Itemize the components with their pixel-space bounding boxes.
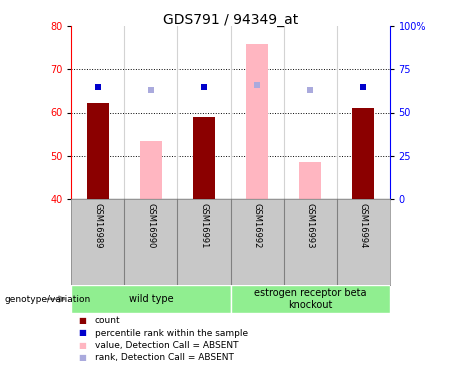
Text: genotype/variation: genotype/variation: [5, 295, 91, 304]
Text: GSM16989: GSM16989: [94, 203, 102, 249]
Bar: [87, 103, 108, 199]
Bar: [230, 285, 390, 313]
Text: ■: ■: [78, 316, 86, 325]
Text: GSM16990: GSM16990: [147, 203, 155, 249]
Text: GSM16991: GSM16991: [200, 203, 208, 249]
Text: count: count: [95, 316, 120, 325]
Bar: [71, 285, 230, 313]
Text: ■: ■: [78, 328, 86, 338]
Text: percentile rank within the sample: percentile rank within the sample: [95, 328, 248, 338]
Bar: [299, 162, 320, 199]
Text: ■: ■: [78, 353, 86, 362]
Text: GSM16994: GSM16994: [359, 203, 367, 249]
Text: rank, Detection Call = ABSENT: rank, Detection Call = ABSENT: [95, 353, 233, 362]
Bar: [352, 108, 373, 199]
Text: GSM16992: GSM16992: [253, 203, 261, 249]
Text: wild type: wild type: [129, 294, 173, 304]
Bar: [140, 141, 161, 199]
Text: GDS791 / 94349_at: GDS791 / 94349_at: [163, 13, 298, 27]
Text: ■: ■: [78, 341, 86, 350]
Bar: [246, 44, 267, 199]
Bar: [193, 117, 214, 199]
Text: value, Detection Call = ABSENT: value, Detection Call = ABSENT: [95, 341, 238, 350]
Text: GSM16993: GSM16993: [306, 203, 314, 249]
Text: estrogen receptor beta
knockout: estrogen receptor beta knockout: [254, 288, 366, 310]
